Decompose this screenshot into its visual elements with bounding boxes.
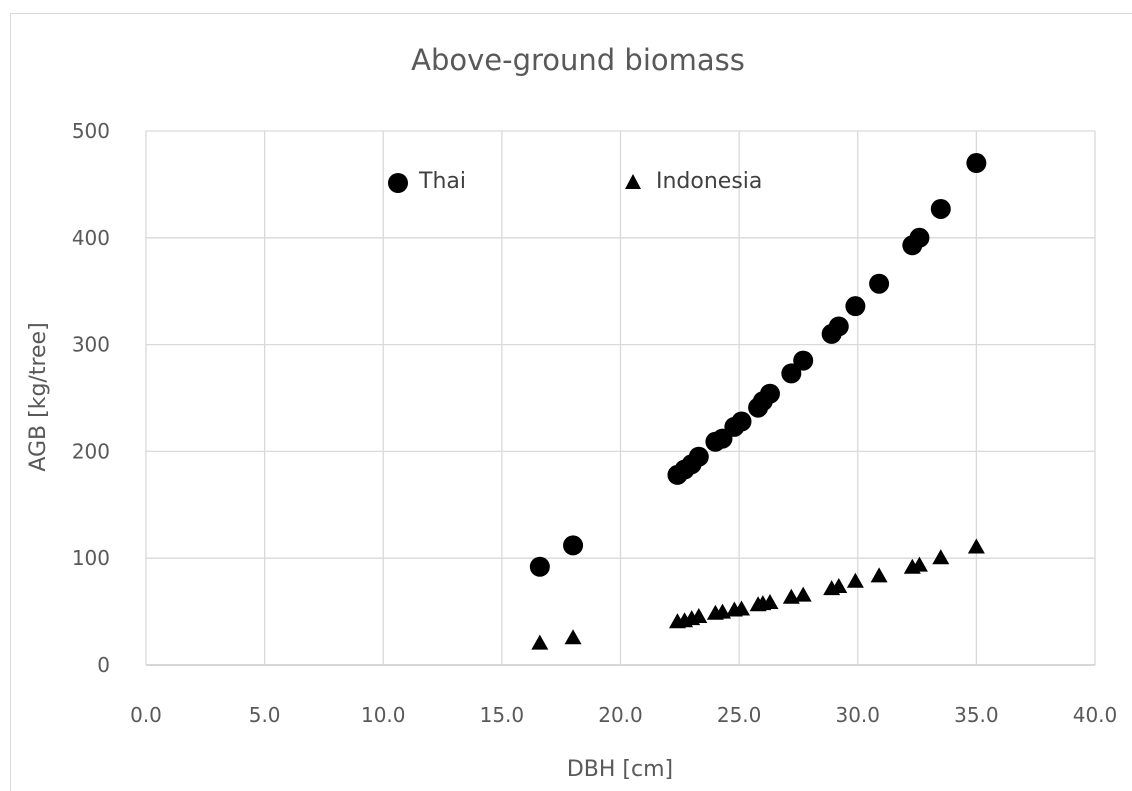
data-point-thai: [759, 383, 780, 404]
data-point-thai: [781, 363, 802, 384]
data-point-indonesia: [794, 586, 812, 602]
y-tick-label: 300: [72, 333, 110, 357]
x-tick-label: 20.0: [598, 703, 643, 727]
data-point-indonesia: [846, 572, 864, 588]
data-point-indonesia: [531, 634, 549, 650]
gridlines: [145, 130, 1096, 666]
legend-thai-marker-icon: [388, 173, 408, 193]
x-tick-label: 40.0: [1073, 703, 1118, 727]
data-point-thai: [930, 198, 951, 219]
data-point-thai: [529, 556, 550, 577]
x-axis-title: DBH [cm]: [567, 757, 673, 782]
data-point-indonesia: [690, 607, 708, 623]
data-point-thai: [845, 296, 866, 317]
data-point-thai: [909, 227, 930, 248]
y-tick-label: 400: [72, 226, 110, 250]
y-tick-label: 0: [97, 653, 110, 677]
x-tick-label: 15.0: [480, 703, 525, 727]
data-point-indonesia: [910, 556, 928, 572]
legend-indonesia-marker-icon: [625, 174, 641, 189]
data-point-indonesia: [967, 538, 985, 554]
x-tick-label: 0.0: [130, 703, 162, 727]
legend-indonesia-label: Indonesia: [656, 169, 762, 194]
data-point-indonesia: [714, 603, 732, 619]
data-point-thai: [563, 535, 584, 556]
data-point-indonesia: [761, 594, 779, 610]
x-tick-label: 25.0: [717, 703, 762, 727]
y-tick-label: 200: [72, 439, 110, 463]
data-point-thai: [793, 350, 814, 371]
legend: Thai Indonesia: [388, 169, 762, 194]
series-indonesia: [531, 538, 985, 650]
data-point-indonesia: [564, 629, 582, 645]
data-point-indonesia: [830, 578, 848, 594]
data-point-indonesia: [732, 600, 750, 616]
x-tick-label: 10.0: [361, 703, 406, 727]
data-point-thai: [966, 153, 987, 174]
data-point-indonesia: [932, 549, 950, 565]
data-point-thai: [828, 316, 849, 337]
x-tick-label: 5.0: [249, 703, 281, 727]
data-point-thai: [688, 446, 709, 467]
x-tick-label: 30.0: [835, 703, 880, 727]
y-tick-label: 500: [72, 119, 110, 143]
legend-thai-label: Thai: [418, 169, 466, 194]
y-tick-label: 100: [72, 546, 110, 570]
data-point-thai: [731, 411, 752, 432]
y-axis-title: AGB [kg/tree]: [26, 322, 51, 471]
data-series: [529, 153, 987, 650]
series-thai: [529, 153, 987, 577]
data-point-indonesia: [870, 567, 888, 583]
tick-labels: 0 100 200 300 400 500 0.0 5.0 10.0 15.0 20.0 25.0 30…: [72, 119, 1117, 727]
chart-title: Above-ground biomass: [411, 43, 745, 77]
x-tick-label: 35.0: [954, 703, 999, 727]
chart-area: [10, 13, 1132, 791]
data-point-indonesia: [782, 588, 800, 604]
data-point-thai: [869, 273, 890, 294]
